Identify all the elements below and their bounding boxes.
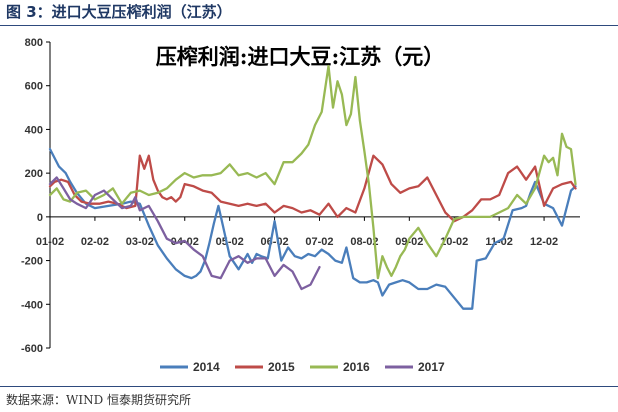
x-tick-label: 08-02 (350, 236, 378, 248)
bottom-rule (0, 386, 618, 387)
x-tick-label: 12-02 (530, 236, 558, 248)
series-line-2016 (48, 64, 577, 280)
x-tick-label: 03-02 (126, 236, 154, 248)
line-chart: 压榨利润:进口大豆:江苏（元） -600 -400 -200 0 200 400 600 80… (21, 37, 580, 374)
legend-label-2014: 2014 (193, 360, 220, 374)
y-tick-label: 800 (25, 37, 43, 49)
series-line-2014 (48, 147, 577, 310)
series-line-2017 (48, 176, 321, 291)
x-tick-label: 10-02 (440, 236, 468, 248)
legend-label-2015: 2015 (268, 360, 295, 374)
y-tick-label: 200 (25, 168, 43, 180)
y-tick-label: 0 (37, 212, 43, 224)
legend-label-2016: 2016 (343, 360, 370, 374)
x-tick-label: 06-02 (261, 236, 289, 248)
top-rule (0, 25, 618, 26)
legend: 2014 2015 2016 2017 (160, 360, 445, 374)
legend-label-2017: 2017 (418, 360, 445, 374)
x-tick-label: 05-02 (216, 236, 244, 248)
x-tick-label: 02-02 (81, 236, 109, 248)
figure-title: 图 3：进口大豆压榨利润（江苏） (6, 3, 232, 21)
x-tick-label: 09-02 (395, 236, 423, 248)
axes: -600 -400 -200 0 200 400 600 800 01-02 02-02 03-02… (21, 37, 580, 355)
x-tick-label: 07-02 (305, 236, 333, 248)
y-tick-label: -600 (21, 343, 43, 355)
y-tick-label: 600 (25, 81, 43, 93)
y-tick-label: -400 (21, 299, 43, 311)
series-layer (48, 64, 577, 310)
series-line-2015 (48, 154, 577, 223)
x-tick-label: 01-02 (36, 236, 64, 248)
chart-title: 压榨利润:进口大豆:江苏（元） (156, 44, 445, 69)
y-tick-label: 400 (25, 124, 43, 136)
y-tick-label: -200 (21, 256, 43, 268)
source-note: 数据来源：WIND 恒泰期货研究所 (6, 393, 192, 407)
